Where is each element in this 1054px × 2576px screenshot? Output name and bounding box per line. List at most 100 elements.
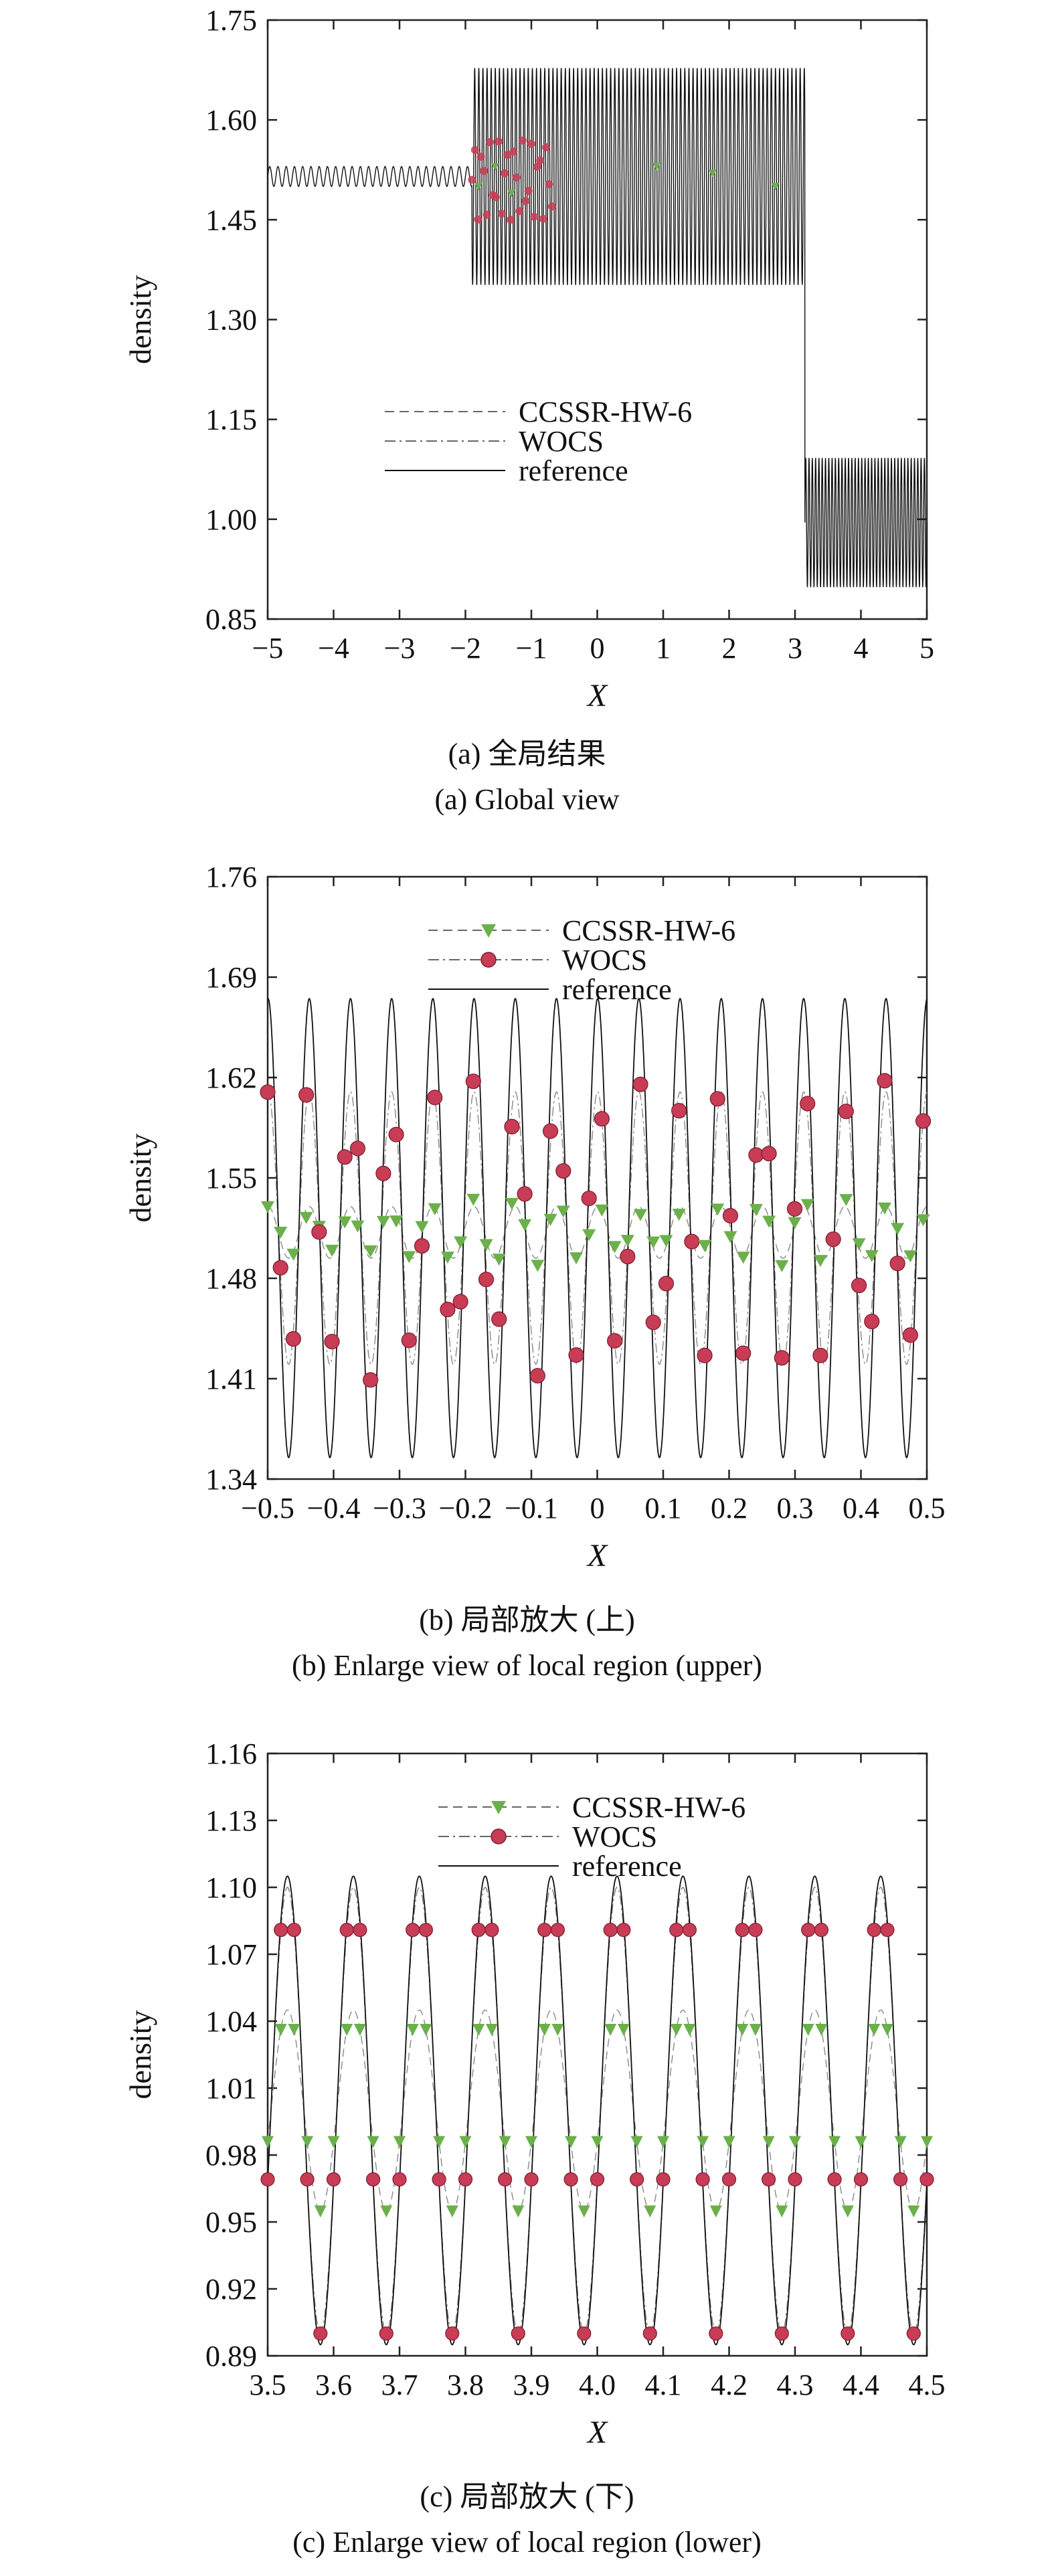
ccssr-point bbox=[891, 1223, 905, 1235]
ccssr-point bbox=[582, 1229, 596, 1241]
x-tick-label: 0.1 bbox=[645, 1492, 682, 1525]
x-tick-label: 4.3 bbox=[777, 2369, 814, 2401]
x-tick-label: 1 bbox=[656, 632, 671, 665]
y-axis-title: density bbox=[123, 1134, 157, 1223]
y-tick-label: 0.95 bbox=[205, 2206, 257, 2239]
chart-global: −5 −4 −3 −2 −1 0 1 2 3 4 5 0.85 1.00 1.15 1.30 1.45 1.60… bbox=[123, 4, 934, 713]
wocs-point bbox=[529, 1367, 545, 1384]
wocs-point bbox=[274, 1923, 288, 1938]
ccssr-point bbox=[736, 1252, 750, 1264]
ccssr-point bbox=[907, 2205, 920, 2218]
reference-curve bbox=[267, 68, 928, 588]
wocs-point bbox=[555, 1163, 572, 1179]
ccssr-point bbox=[828, 2136, 841, 2148]
ccssr-point bbox=[630, 2136, 643, 2148]
x-axis-title: X bbox=[586, 1538, 608, 1573]
chart-upper: −0.5 −0.4 −0.3 −0.2 −0.1 0 0.1 0.2 0.3 0.4 0.5 1.34… bbox=[123, 861, 946, 1573]
wocs-point bbox=[285, 1330, 302, 1347]
wocs-curve bbox=[267, 1091, 928, 1365]
ccssr-point bbox=[351, 1220, 365, 1233]
ccssr-point bbox=[903, 1250, 917, 1263]
wocs-point bbox=[518, 136, 527, 145]
wocs-point bbox=[590, 2172, 605, 2186]
legend-label: reference bbox=[519, 454, 628, 487]
wocs-point bbox=[478, 1272, 495, 1288]
ccssr-point bbox=[543, 1213, 557, 1226]
wocs-point bbox=[788, 2172, 802, 2186]
ccssr-point bbox=[698, 1239, 712, 1252]
caption-global-cn: (a) 全局结果 bbox=[448, 738, 606, 770]
x-tick-label: 4.0 bbox=[579, 2369, 616, 2401]
ccssr-point bbox=[466, 1193, 480, 1206]
x-tick-label: 0.3 bbox=[777, 1492, 814, 1525]
wocs-point bbox=[827, 2172, 842, 2186]
wocs-point bbox=[915, 1113, 932, 1129]
wocs-point bbox=[524, 2172, 539, 2186]
x-tick-label: 2 bbox=[722, 632, 737, 665]
wocs-point bbox=[326, 2172, 341, 2186]
ccssr-point bbox=[525, 2136, 537, 2148]
ccssr-point bbox=[376, 1215, 390, 1228]
wocs-point bbox=[629, 2172, 644, 2186]
ccssr-point bbox=[711, 1203, 725, 1216]
x-tick-label: 4.2 bbox=[711, 2369, 748, 2401]
ccssr-point bbox=[723, 2136, 735, 2148]
wocs-point bbox=[607, 1333, 623, 1349]
wocs-point bbox=[620, 1248, 636, 1265]
wocs-point bbox=[709, 1091, 725, 1107]
x-tick-label: −3 bbox=[384, 632, 416, 665]
wocs-point bbox=[503, 151, 512, 159]
ccssr-point bbox=[617, 2023, 630, 2036]
ccssr-point bbox=[646, 1236, 661, 1249]
x-axis-title: X bbox=[586, 678, 608, 713]
wocs-point bbox=[709, 2326, 723, 2341]
legend-marker-triangle bbox=[491, 1801, 506, 1814]
wocs-point bbox=[418, 1923, 434, 1938]
y-tick-label: 1.75 bbox=[205, 4, 257, 37]
wocs-point bbox=[735, 1923, 750, 1938]
wocs-point bbox=[524, 187, 533, 195]
ccssr-point bbox=[657, 2136, 669, 2148]
wocs-point bbox=[603, 1923, 618, 1938]
x-tick-label: 3 bbox=[788, 632, 802, 665]
wocs-point bbox=[632, 1076, 648, 1092]
ccssr-point bbox=[551, 2023, 564, 2036]
wocs-point bbox=[735, 1345, 752, 1361]
ccssr-point bbox=[659, 1235, 673, 1248]
ccssr-point bbox=[406, 2023, 419, 2036]
x-tick-label: −1 bbox=[516, 632, 547, 665]
y-tick-label: 1.60 bbox=[205, 104, 257, 137]
x-tick-label: 0.4 bbox=[843, 1492, 879, 1525]
ccssr-point bbox=[762, 2136, 775, 2148]
ccssr-point bbox=[363, 1245, 377, 1258]
ccssr-point bbox=[683, 2023, 696, 2036]
wocs-point bbox=[379, 2326, 393, 2341]
wocs-point bbox=[545, 180, 553, 189]
wocs-point bbox=[527, 139, 535, 148]
wocs-point bbox=[476, 153, 485, 161]
ccssr-point bbox=[479, 1239, 493, 1252]
wocs-point bbox=[880, 1923, 895, 1938]
wocs-point bbox=[401, 1333, 417, 1349]
wocs-point bbox=[311, 1224, 327, 1240]
wocs-point bbox=[440, 1302, 456, 1318]
ccssr-point bbox=[274, 1227, 288, 1239]
ccssr-point bbox=[749, 2023, 762, 2036]
wocs-point bbox=[864, 1313, 880, 1330]
wocs-point bbox=[542, 143, 551, 152]
wocs-point bbox=[761, 1146, 777, 1162]
ccssr-point bbox=[670, 2023, 683, 2036]
x-tick-label: 4 bbox=[854, 632, 869, 665]
ccssr-point bbox=[299, 1211, 313, 1224]
ccssr-point bbox=[505, 1197, 519, 1210]
ccssr-point bbox=[288, 2023, 300, 2036]
wocs-point bbox=[814, 1923, 829, 1938]
y-tick-label: 1.55 bbox=[205, 1162, 257, 1195]
caption-global-en: (a) Global view bbox=[434, 783, 620, 816]
wocs-point bbox=[458, 2172, 473, 2186]
wocs-point bbox=[841, 2326, 855, 2341]
y-tick-label: 1.30 bbox=[205, 304, 257, 337]
ccssr-point bbox=[428, 1203, 442, 1215]
wocs-point bbox=[594, 1111, 610, 1127]
ccssr-point bbox=[771, 183, 780, 191]
